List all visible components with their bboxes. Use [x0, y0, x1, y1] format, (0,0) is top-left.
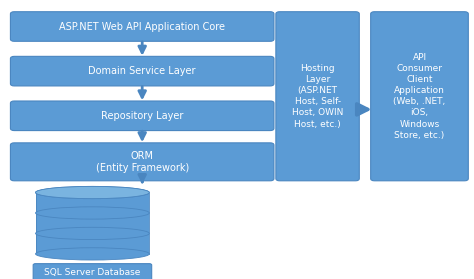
FancyBboxPatch shape: [10, 56, 274, 86]
Text: ORM
(Entity Framework): ORM (Entity Framework): [96, 151, 189, 173]
Ellipse shape: [36, 248, 149, 260]
FancyBboxPatch shape: [371, 12, 468, 181]
Ellipse shape: [36, 186, 149, 199]
Text: ASP.NET Web API Application Core: ASP.NET Web API Application Core: [59, 21, 225, 32]
Ellipse shape: [36, 186, 149, 199]
Bar: [36, 193, 149, 254]
Text: API
Consumer
Client
Application
(Web, .NET,
iOS,
Windows
Store, etc.): API Consumer Client Application (Web, .N…: [393, 53, 446, 140]
Text: Domain Service Layer: Domain Service Layer: [89, 66, 196, 76]
FancyBboxPatch shape: [276, 12, 359, 181]
Ellipse shape: [36, 207, 149, 219]
FancyBboxPatch shape: [33, 264, 152, 279]
FancyBboxPatch shape: [10, 101, 274, 131]
Text: Hosting
Layer
(ASP.NET
Host, Self-
Host, OWIN
Host, etc.): Hosting Layer (ASP.NET Host, Self- Host,…: [292, 64, 343, 129]
Text: Repository Layer: Repository Layer: [101, 111, 183, 121]
FancyBboxPatch shape: [10, 143, 274, 181]
Ellipse shape: [36, 227, 149, 240]
FancyBboxPatch shape: [10, 12, 274, 41]
Text: SQL Server Database: SQL Server Database: [44, 268, 141, 277]
